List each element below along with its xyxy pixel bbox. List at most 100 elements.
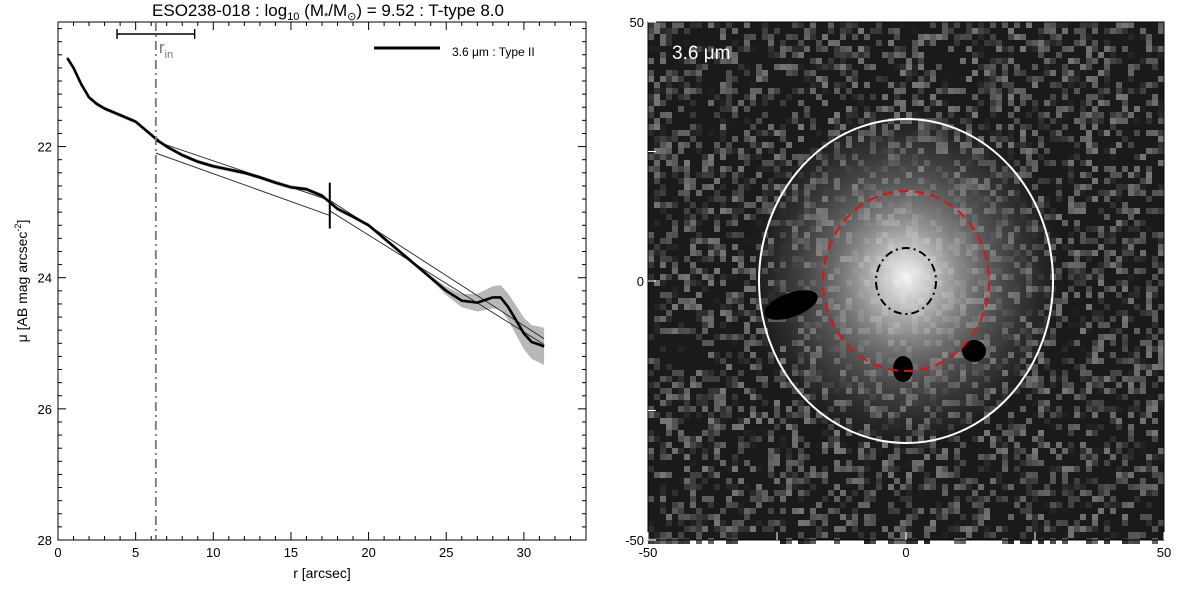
noise-pixel (822, 496, 828, 502)
noise-pixel (834, 112, 840, 118)
noise-pixel (702, 430, 708, 436)
noise-pixel (702, 316, 708, 322)
noise-pixel (738, 262, 744, 268)
noise-pixel (1128, 370, 1134, 376)
noise-pixel (1116, 256, 1122, 262)
noise-pixel (720, 406, 726, 412)
noise-pixel (726, 106, 732, 112)
noise-pixel (894, 28, 900, 34)
noise-pixel (1110, 508, 1116, 514)
noise-pixel (1080, 202, 1086, 208)
noise-pixel (1026, 472, 1032, 478)
noise-pixel (984, 496, 990, 502)
noise-pixel (720, 274, 726, 280)
noise-pixel (780, 490, 786, 496)
noise-pixel (732, 244, 738, 250)
noise-pixel (726, 466, 732, 472)
noise-pixel (840, 64, 846, 70)
noise-pixel (858, 448, 864, 454)
noise-pixel (654, 100, 660, 106)
noise-pixel (1092, 340, 1098, 346)
mask-blob (962, 340, 986, 362)
noise-pixel (738, 256, 744, 262)
noise-pixel (804, 106, 810, 112)
noise-pixel (1104, 166, 1110, 172)
noise-pixel (660, 280, 666, 286)
noise-pixel (960, 34, 966, 40)
noise-pixel (1128, 76, 1134, 82)
noise-pixel (702, 154, 708, 160)
noise-pixel (1086, 538, 1092, 544)
noise-pixel (1062, 106, 1068, 112)
noise-pixel (666, 154, 672, 160)
noise-pixel (654, 532, 660, 538)
noise-pixel (660, 532, 666, 538)
noise-pixel (756, 496, 762, 502)
noise-pixel (954, 520, 960, 526)
noise-pixel (1080, 250, 1086, 256)
noise-pixel (1002, 76, 1008, 82)
noise-pixel (672, 232, 678, 238)
noise-pixel (900, 520, 906, 526)
noise-pixel (1128, 250, 1134, 256)
noise-pixel (1062, 466, 1068, 472)
noise-pixel (1074, 394, 1080, 400)
noise-pixel (1056, 118, 1062, 124)
noise-pixel (1146, 52, 1152, 58)
noise-pixel (738, 208, 744, 214)
noise-pixel (1068, 448, 1074, 454)
noise-pixel (1098, 358, 1104, 364)
noise-pixel (672, 202, 678, 208)
noise-pixel (1098, 88, 1104, 94)
noise-pixel (1062, 22, 1068, 28)
noise-pixel (798, 100, 804, 106)
noise-pixel (798, 52, 804, 58)
noise-pixel (1032, 46, 1038, 52)
noise-pixel (690, 112, 696, 118)
noise-pixel (1044, 178, 1050, 184)
noise-pixel (678, 76, 684, 82)
noise-pixel (750, 88, 756, 94)
noise-pixel (774, 460, 780, 466)
noise-pixel (1134, 256, 1140, 262)
noise-pixel (1074, 520, 1080, 526)
noise-pixel (966, 46, 972, 52)
noise-pixel (1116, 268, 1122, 274)
noise-pixel (840, 82, 846, 88)
noise-pixel (912, 466, 918, 472)
noise-pixel (660, 76, 666, 82)
noise-pixel (786, 94, 792, 100)
noise-pixel (708, 388, 714, 394)
noise-pixel (1158, 346, 1164, 352)
noise-pixel (978, 508, 984, 514)
noise-pixel (1146, 166, 1152, 172)
noise-pixel (1140, 310, 1146, 316)
noise-pixel (660, 52, 666, 58)
noise-pixel (1062, 412, 1068, 418)
noise-pixel (714, 358, 720, 364)
noise-pixel (648, 334, 654, 340)
noise-pixel (954, 508, 960, 514)
noise-pixel (870, 448, 876, 454)
noise-pixel (912, 28, 918, 34)
noise-pixel (1116, 370, 1122, 376)
noise-pixel (666, 328, 672, 334)
noise-pixel (1062, 298, 1068, 304)
noise-pixel (738, 406, 744, 412)
noise-pixel (750, 352, 756, 358)
noise-pixel (780, 472, 786, 478)
noise-pixel (1074, 226, 1080, 232)
noise-pixel (918, 94, 924, 100)
noise-pixel (1062, 358, 1068, 364)
noise-pixel (1086, 454, 1092, 460)
noise-pixel (1098, 52, 1104, 58)
noise-pixel (1032, 40, 1038, 46)
noise-pixel (1158, 478, 1164, 484)
noise-pixel (768, 142, 774, 148)
noise-pixel (1146, 298, 1152, 304)
noise-pixel (714, 214, 720, 220)
noise-pixel (648, 250, 654, 256)
noise-pixel (1110, 178, 1116, 184)
noise-pixel (672, 262, 678, 268)
noise-pixel (1152, 58, 1158, 64)
